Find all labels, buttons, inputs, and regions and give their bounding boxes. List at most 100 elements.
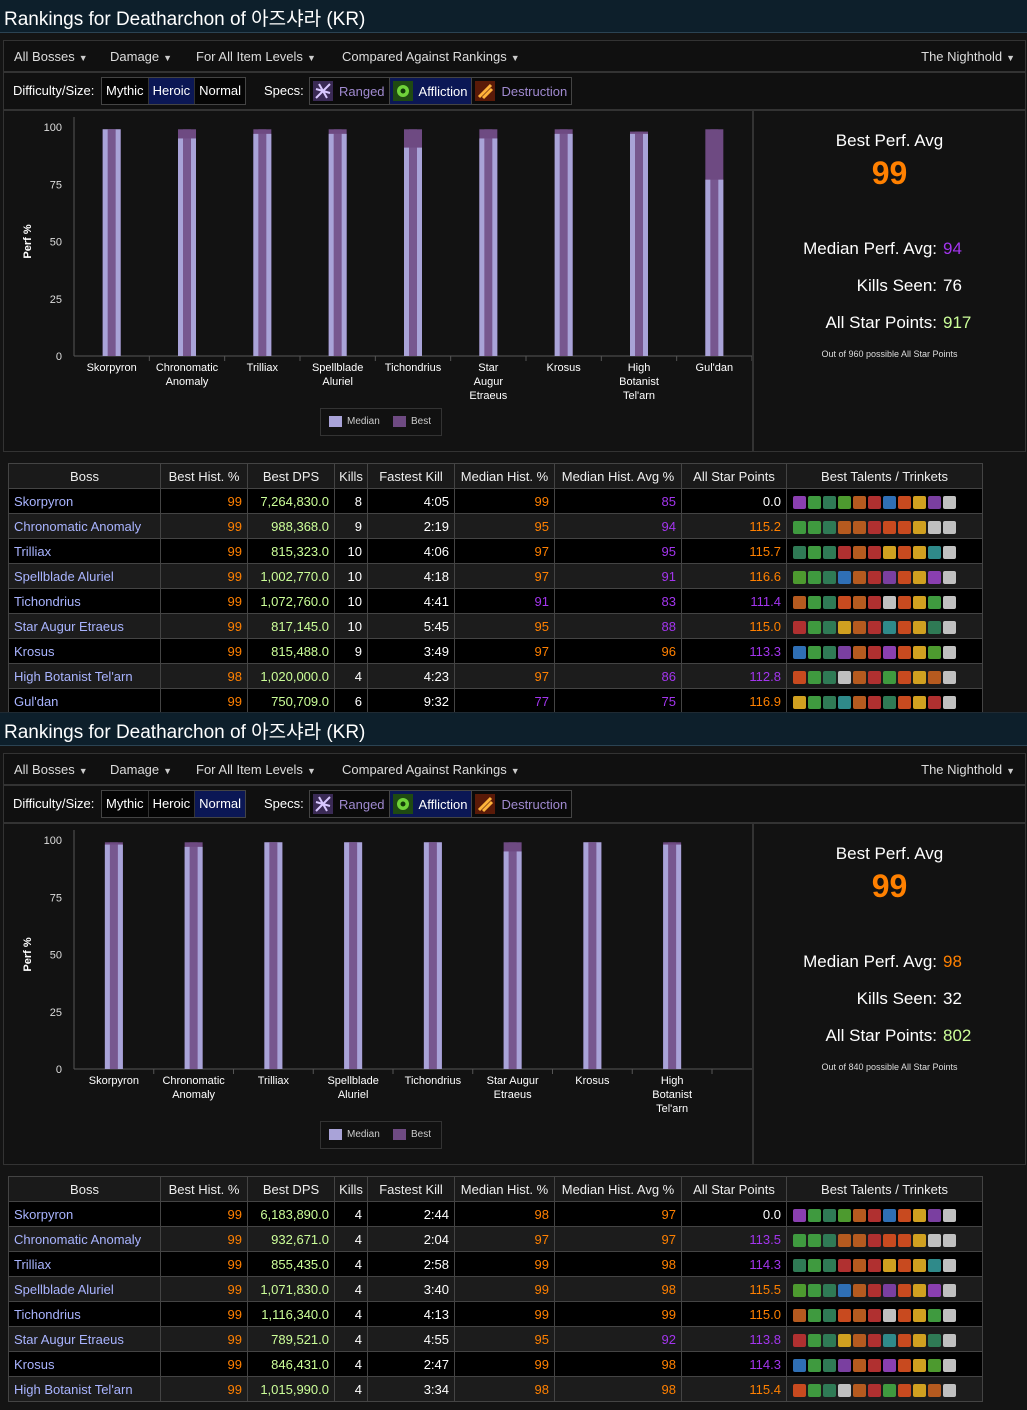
talent-icon[interactable]: [823, 1333, 836, 1347]
talent-icon[interactable]: [823, 1208, 836, 1222]
talent-icon[interactable]: [853, 1233, 866, 1247]
talent-icon[interactable]: [898, 1208, 911, 1222]
talent-icon[interactable]: [928, 670, 941, 684]
talent-icon[interactable]: [943, 520, 956, 534]
talent-icon[interactable]: [793, 1358, 806, 1372]
talent-icon[interactable]: [883, 1258, 896, 1272]
column-header[interactable]: Fastest Kill: [367, 463, 455, 489]
column-header[interactable]: All Star Points: [681, 463, 787, 489]
bosses-dropdown[interactable]: All Bosses ▼: [14, 49, 88, 64]
talent-icon[interactable]: [838, 1358, 851, 1372]
talent-icon[interactable]: [943, 1283, 956, 1297]
talent-icon[interactable]: [943, 1258, 956, 1272]
talent-icon[interactable]: [838, 1258, 851, 1272]
difficulty-heroic-button[interactable]: Heroic: [148, 78, 196, 104]
talent-icon[interactable]: [913, 495, 926, 509]
boss-name-link[interactable]: Trilliax: [8, 538, 161, 564]
talent-icon[interactable]: [853, 1358, 866, 1372]
talent-icon[interactable]: [808, 620, 821, 634]
boss-name-link[interactable]: Chronomatic Anomaly: [8, 513, 161, 539]
talent-icon[interactable]: [898, 1308, 911, 1322]
talent-icon[interactable]: [928, 645, 941, 659]
talent-icon[interactable]: [838, 1308, 851, 1322]
talent-icon[interactable]: [898, 1258, 911, 1272]
talent-icon[interactable]: [928, 1308, 941, 1322]
talent-icon[interactable]: [883, 1358, 896, 1372]
item-level-dropdown[interactable]: For All Item Levels ▼: [196, 49, 316, 64]
talent-icon[interactable]: [853, 1208, 866, 1222]
talent-icon[interactable]: [793, 620, 806, 634]
talent-icon[interactable]: [793, 695, 806, 709]
talent-icon[interactable]: [898, 495, 911, 509]
talent-icon[interactable]: [868, 520, 881, 534]
talent-icon[interactable]: [883, 495, 896, 509]
spec-destruction-button[interactable]: Destruction: [472, 791, 572, 817]
talent-icon[interactable]: [898, 695, 911, 709]
talent-icon[interactable]: [943, 1383, 956, 1397]
talent-icon[interactable]: [868, 620, 881, 634]
talent-icon[interactable]: [868, 670, 881, 684]
column-header[interactable]: Median Hist. Avg %: [554, 1176, 682, 1202]
talent-icon[interactable]: [898, 645, 911, 659]
talent-icon[interactable]: [853, 1308, 866, 1322]
talent-icon[interactable]: [853, 595, 866, 609]
talent-icon[interactable]: [928, 1383, 941, 1397]
talent-icon[interactable]: [793, 1208, 806, 1222]
talent-icon[interactable]: [868, 495, 881, 509]
talent-icon[interactable]: [913, 1333, 926, 1347]
talent-icon[interactable]: [853, 570, 866, 584]
talent-icon[interactable]: [853, 695, 866, 709]
talent-icon[interactable]: [928, 1358, 941, 1372]
boss-name-link[interactable]: High Botanist Tel'arn: [8, 663, 161, 689]
column-header[interactable]: Fastest Kill: [367, 1176, 455, 1202]
talent-icon[interactable]: [823, 495, 836, 509]
talent-icon[interactable]: [853, 1258, 866, 1272]
talent-icon[interactable]: [928, 1258, 941, 1272]
talent-icon[interactable]: [868, 1283, 881, 1297]
talent-icon[interactable]: [913, 1233, 926, 1247]
talent-icon[interactable]: [793, 645, 806, 659]
talent-icon[interactable]: [928, 1283, 941, 1297]
spec-ranged-button[interactable]: Ranged: [310, 791, 390, 817]
difficulty-normal-button[interactable]: Normal: [195, 791, 246, 817]
spec-ranged-button[interactable]: Ranged: [310, 78, 390, 104]
talent-icon[interactable]: [943, 1233, 956, 1247]
column-header[interactable]: Best Talents / Trinkets: [786, 463, 983, 489]
item-level-dropdown[interactable]: For All Item Levels ▼: [196, 762, 316, 777]
difficulty-mythic-button[interactable]: Mythic: [102, 78, 149, 104]
column-header[interactable]: Best Hist. %: [160, 1176, 248, 1202]
column-header[interactable]: Boss: [8, 1176, 161, 1202]
talent-icon[interactable]: [943, 1358, 956, 1372]
boss-name-link[interactable]: Skorpyron: [8, 488, 161, 514]
talent-icon[interactable]: [853, 495, 866, 509]
talent-icon[interactable]: [898, 570, 911, 584]
boss-name-link[interactable]: Gul'dan: [8, 688, 161, 712]
talent-icon[interactable]: [913, 1208, 926, 1222]
boss-name-link[interactable]: Star Augur Etraeus: [8, 613, 161, 639]
talent-icon[interactable]: [898, 1333, 911, 1347]
talent-icon[interactable]: [943, 670, 956, 684]
talent-icon[interactable]: [823, 545, 836, 559]
talent-icon[interactable]: [898, 595, 911, 609]
talent-icon[interactable]: [883, 1383, 896, 1397]
spec-affliction-button[interactable]: Affliction: [389, 791, 473, 817]
talent-icon[interactable]: [793, 545, 806, 559]
boss-name-link[interactable]: Chronomatic Anomaly: [8, 1226, 161, 1252]
talent-icon[interactable]: [838, 570, 851, 584]
talent-icon[interactable]: [823, 670, 836, 684]
talent-icon[interactable]: [808, 1258, 821, 1272]
talent-icon[interactable]: [883, 1208, 896, 1222]
talent-icon[interactable]: [913, 695, 926, 709]
talent-icon[interactable]: [808, 1233, 821, 1247]
talent-icon[interactable]: [883, 1283, 896, 1297]
talent-icon[interactable]: [838, 1233, 851, 1247]
zone-dropdown[interactable]: The Nighthold ▼: [921, 762, 1015, 777]
talent-icon[interactable]: [838, 645, 851, 659]
talent-icon[interactable]: [853, 645, 866, 659]
talent-icon[interactable]: [808, 1283, 821, 1297]
spec-affliction-button[interactable]: Affliction: [389, 78, 473, 104]
column-header[interactable]: Boss: [8, 463, 161, 489]
talent-icon[interactable]: [838, 1383, 851, 1397]
difficulty-mythic-button[interactable]: Mythic: [102, 791, 149, 817]
talent-icon[interactable]: [928, 1333, 941, 1347]
